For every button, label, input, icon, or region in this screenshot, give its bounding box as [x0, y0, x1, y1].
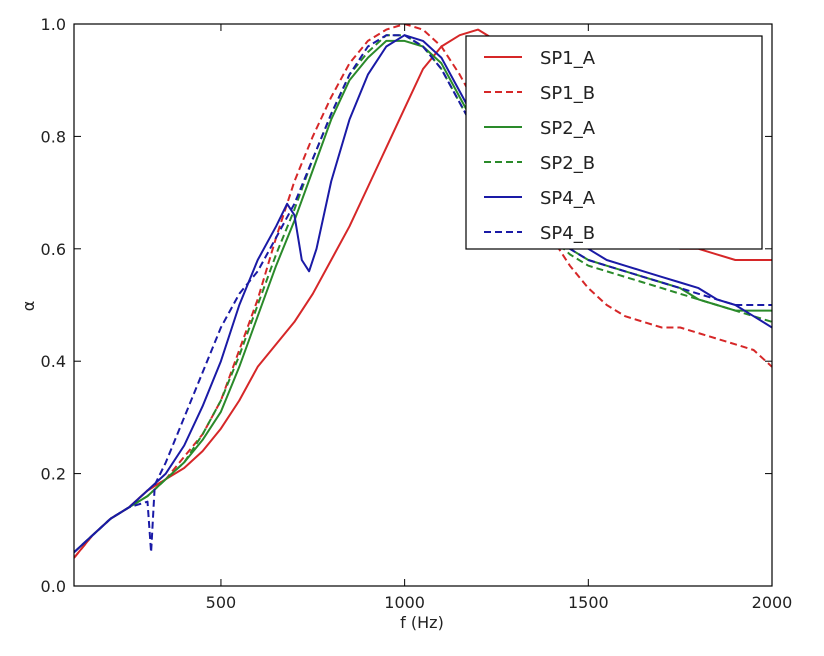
y-axis-label: α [19, 301, 38, 312]
legend-label: SP1_A [540, 48, 596, 69]
y-tick-label: 1.0 [41, 15, 66, 34]
y-tick-label: 0.8 [41, 127, 66, 146]
axes: 500 1000 1500 2000 0.0 0.2 0.4 0.6 0.8 1.0 [41, 15, 793, 612]
x-axis-label: f (Hz) [400, 613, 444, 632]
y-tick-label: 0.4 [41, 352, 66, 371]
x-tick-label: 1500 [568, 593, 609, 612]
y-tick-label: 0.2 [41, 465, 66, 484]
series-line-sp2-b [74, 34, 772, 554]
legend-label: SP2_B [540, 153, 595, 174]
legend-label: SP4_A [540, 188, 596, 209]
y-tick-label: 0.6 [41, 240, 66, 259]
legend-label: SP2_A [540, 118, 596, 139]
y-tick-label: 0.0 [41, 577, 66, 596]
series-line-sp1-b [74, 24, 772, 559]
legend-label: SP4_B [540, 223, 595, 244]
series-line-sp4-b [74, 34, 772, 554]
legend-label: SP1_B [540, 83, 595, 104]
legend-box [465, 35, 763, 250]
series-line-sp4-a [74, 34, 772, 554]
x-tick-label: 1000 [384, 593, 425, 612]
x-tick-label: 500 [206, 593, 237, 612]
legend: SP1_A SP1_B SP2_A SP2_B SP4_A SP4_B [465, 35, 763, 250]
x-tick-label: 2000 [752, 593, 793, 612]
plot-frame [73, 23, 773, 587]
